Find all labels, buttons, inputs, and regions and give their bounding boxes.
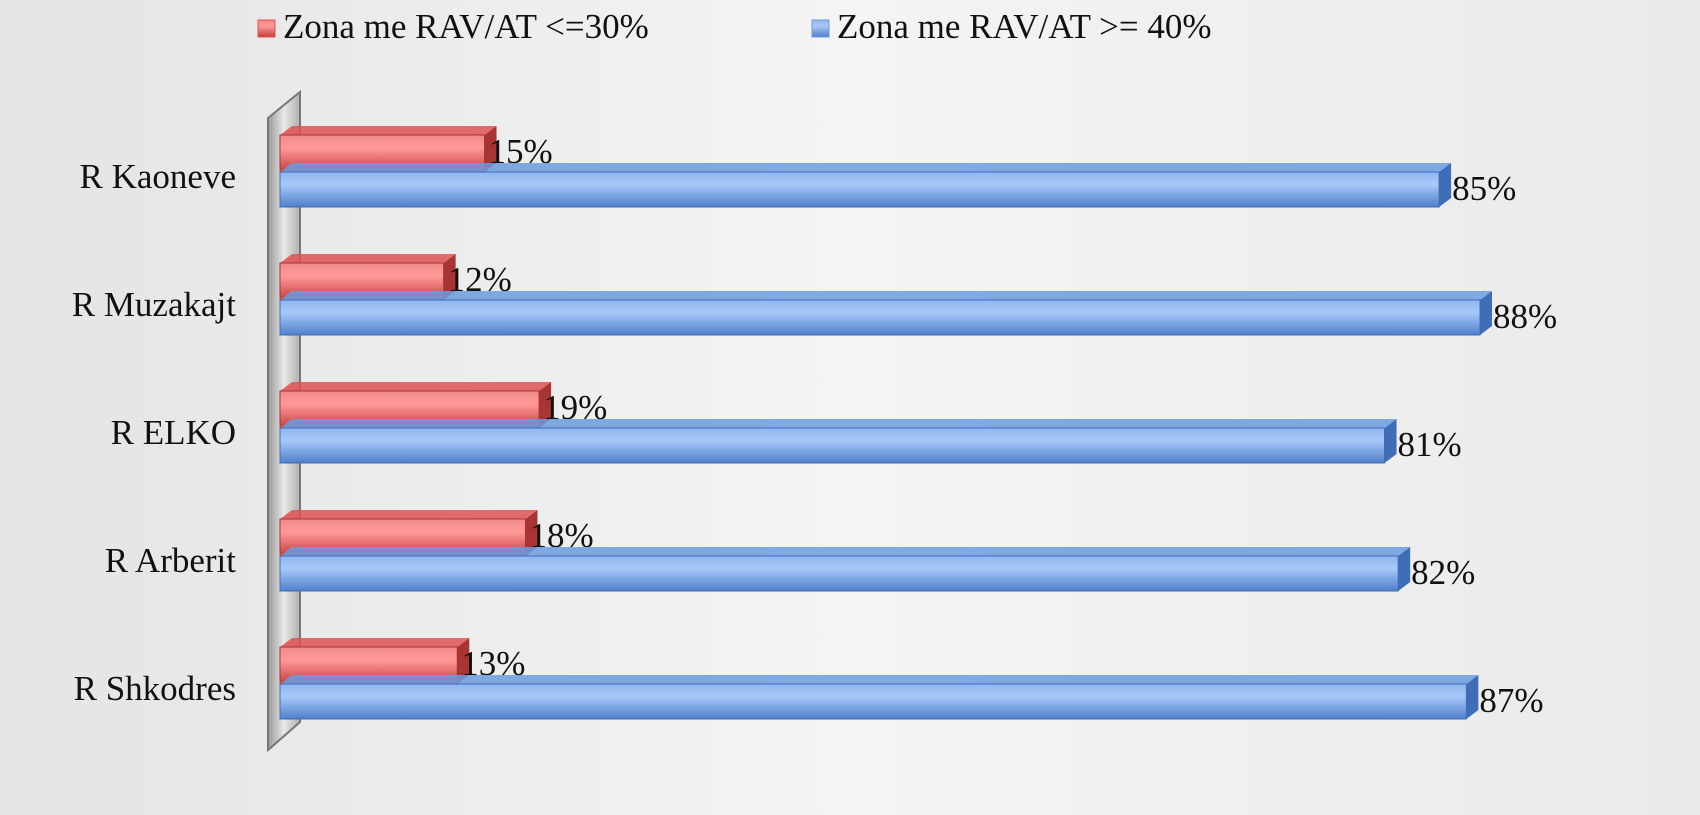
bar-side <box>1384 419 1397 463</box>
y-tick-label: R Kaoneve <box>80 157 236 196</box>
bar-side <box>525 510 538 556</box>
bar-top <box>280 510 538 519</box>
bar-side <box>457 638 470 684</box>
bar-front <box>279 683 1467 720</box>
legend-swatch <box>811 19 830 38</box>
bar <box>279 547 1411 592</box>
bar-top <box>280 638 470 647</box>
bar-top <box>280 419 1397 428</box>
bar <box>279 419 1397 464</box>
bar-side <box>1480 291 1492 335</box>
bar-top <box>280 547 1411 556</box>
bar-front <box>279 555 1399 592</box>
bar-top <box>280 126 497 135</box>
bar <box>279 291 1492 336</box>
bar-side <box>1398 547 1411 591</box>
bar-top <box>280 291 1492 300</box>
bar <box>279 675 1479 720</box>
y-tick-label: R ELKO <box>111 413 236 452</box>
bar-side <box>443 254 456 300</box>
legend-swatch <box>257 19 276 38</box>
y-tick-label: R Arberit <box>105 541 237 580</box>
legend-label: Zona me RAV/AT >= 40% <box>837 7 1212 46</box>
bar-front <box>279 171 1440 208</box>
bar-side <box>1439 163 1452 207</box>
bar-top <box>280 675 1479 684</box>
bar-side <box>484 126 497 172</box>
data-label: 81% <box>1398 425 1462 464</box>
bar-top <box>280 163 1452 172</box>
data-label: 85% <box>1452 169 1516 208</box>
data-label: 82% <box>1411 553 1475 592</box>
data-label: 87% <box>1479 681 1543 720</box>
bar-side <box>539 382 552 428</box>
bar-front <box>279 427 1386 464</box>
y-tick-label: R Shkodres <box>74 669 236 708</box>
bar-top <box>280 382 552 391</box>
data-label: 88% <box>1493 297 1557 336</box>
bar-front <box>279 299 1481 336</box>
y-tick-label: R Muzakajt <box>72 285 237 324</box>
legend-label: Zona me RAV/AT <=30% <box>283 7 649 46</box>
bar-top <box>280 254 456 263</box>
bar <box>279 163 1452 208</box>
bar-side <box>1466 675 1479 719</box>
